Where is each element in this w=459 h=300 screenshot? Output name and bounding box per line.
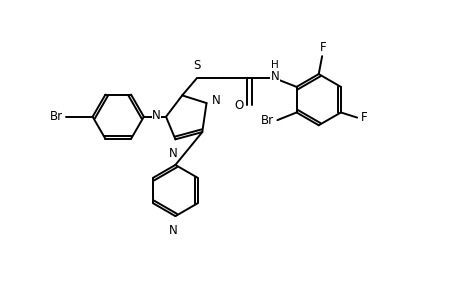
Text: Br: Br — [50, 110, 62, 123]
Text: S: S — [193, 58, 200, 71]
Text: N: N — [152, 109, 161, 122]
Text: F: F — [319, 40, 325, 54]
Text: H: H — [271, 60, 279, 70]
Text: N: N — [168, 147, 177, 160]
Text: F: F — [360, 111, 366, 124]
Text: N: N — [270, 70, 279, 83]
Text: N: N — [211, 94, 220, 107]
Text: O: O — [234, 99, 243, 112]
Text: N: N — [169, 224, 178, 237]
Text: Br: Br — [260, 114, 274, 127]
